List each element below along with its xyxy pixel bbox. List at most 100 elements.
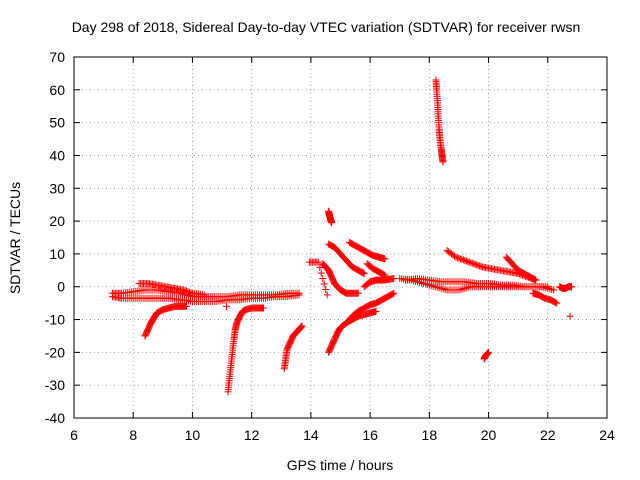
series-arc-22.6 (556, 283, 575, 292)
data-point (471, 260, 479, 268)
data-point (470, 260, 478, 268)
data-point (458, 255, 466, 263)
series-arc-21.5-low (529, 289, 561, 307)
data-point (532, 276, 540, 284)
data-point (544, 283, 552, 291)
data-point (359, 269, 367, 277)
y-tick-label: 20 (49, 213, 65, 229)
y-axis-label: SDTVAR / TECUs (7, 182, 23, 294)
grid-lines (74, 57, 607, 418)
data-point (452, 253, 460, 261)
data-point (323, 291, 331, 299)
data-point (200, 291, 208, 299)
data-point (462, 257, 470, 265)
data-point (474, 261, 482, 269)
series-point-11.1 (222, 302, 230, 310)
series-arc-14.6-spike (325, 207, 336, 227)
data-points (108, 76, 575, 396)
data-point (317, 269, 325, 277)
y-tick-label: 0 (57, 279, 65, 295)
data-point (185, 288, 193, 296)
data-point (552, 299, 560, 307)
series-points-14 (305, 258, 331, 299)
data-point (322, 285, 330, 293)
data-point (184, 288, 192, 296)
data-point (298, 322, 306, 330)
data-point (328, 219, 336, 227)
data-point (389, 290, 397, 298)
series-arc-16.0 (363, 260, 389, 279)
x-tick-label: 20 (481, 427, 497, 443)
series-arc-20.6 (502, 253, 540, 284)
data-point (320, 280, 328, 288)
data-point (372, 307, 380, 315)
series-arc-main-lower (108, 291, 303, 305)
y-tick-label: -30 (45, 377, 65, 393)
data-point (476, 262, 484, 270)
data-point (455, 254, 463, 262)
data-point (319, 275, 327, 283)
data-point (295, 291, 303, 299)
series-arc-14.6-up (325, 240, 368, 278)
data-point (456, 255, 464, 263)
series-arc-8.4 (141, 302, 191, 340)
y-axis: -40 -30 -20 -10 0 10 20 30 40 50 60 70 (45, 49, 607, 426)
data-point (464, 258, 472, 266)
x-tick-label: 12 (244, 427, 260, 443)
y-tick-label: 60 (49, 82, 65, 98)
y-tick-label: 30 (49, 180, 65, 196)
y-tick-label: 40 (49, 147, 65, 163)
y-tick-label: 10 (49, 246, 65, 262)
data-point (360, 270, 368, 278)
data-point (468, 259, 476, 267)
data-point (381, 255, 389, 263)
data-point (354, 289, 362, 297)
series-arc-15.8 (360, 275, 398, 291)
data-point (465, 258, 473, 266)
data-point (477, 262, 485, 270)
data-point (473, 261, 481, 269)
data-point (314, 258, 322, 266)
data-point (260, 304, 268, 312)
y-tick-label: -10 (45, 312, 65, 328)
y-tick-label: -20 (45, 344, 65, 360)
x-axis-label: GPS time / hours (287, 457, 394, 473)
x-tick-label: 10 (185, 427, 201, 443)
data-point (485, 348, 493, 356)
series-arc-11.2 (224, 304, 268, 396)
data-point (222, 302, 230, 310)
series-point-22.7 (566, 312, 574, 320)
data-point (567, 283, 575, 291)
x-tick-label: 18 (422, 427, 438, 443)
data-point (550, 286, 558, 294)
series-arc-13.1 (280, 322, 306, 373)
series-arc-14.6-low (325, 307, 380, 356)
data-point (451, 252, 459, 260)
x-tick-label: 22 (540, 427, 556, 443)
data-point (180, 286, 188, 294)
x-tick-label: 8 (129, 427, 137, 443)
data-point (390, 289, 398, 297)
x-axis: 6 8 10 12 14 16 18 20 22 24 (70, 57, 615, 443)
series-arc-15.3-high (345, 238, 389, 263)
x-tick-label: 6 (70, 427, 78, 443)
chart-title: Day 298 of 2018, Sidereal Day-to-day VTE… (72, 19, 581, 35)
data-point (187, 289, 195, 297)
x-tick-label: 14 (303, 427, 319, 443)
series-arc-upper-8-10 (135, 279, 208, 299)
data-point (390, 275, 398, 283)
y-tick-label: 50 (49, 115, 65, 131)
data-point (566, 312, 574, 320)
data-point (183, 302, 191, 310)
series-arc-18.6 (443, 247, 540, 284)
data-point (453, 254, 461, 262)
data-point (380, 271, 388, 279)
data-point (381, 271, 389, 279)
data-point (459, 256, 467, 264)
series-arc-17-20-upper (402, 275, 552, 291)
series-arc-15.2-low (342, 289, 398, 327)
x-tick-label: 24 (599, 427, 615, 443)
data-point (183, 287, 191, 295)
plot-frame (73, 56, 608, 419)
